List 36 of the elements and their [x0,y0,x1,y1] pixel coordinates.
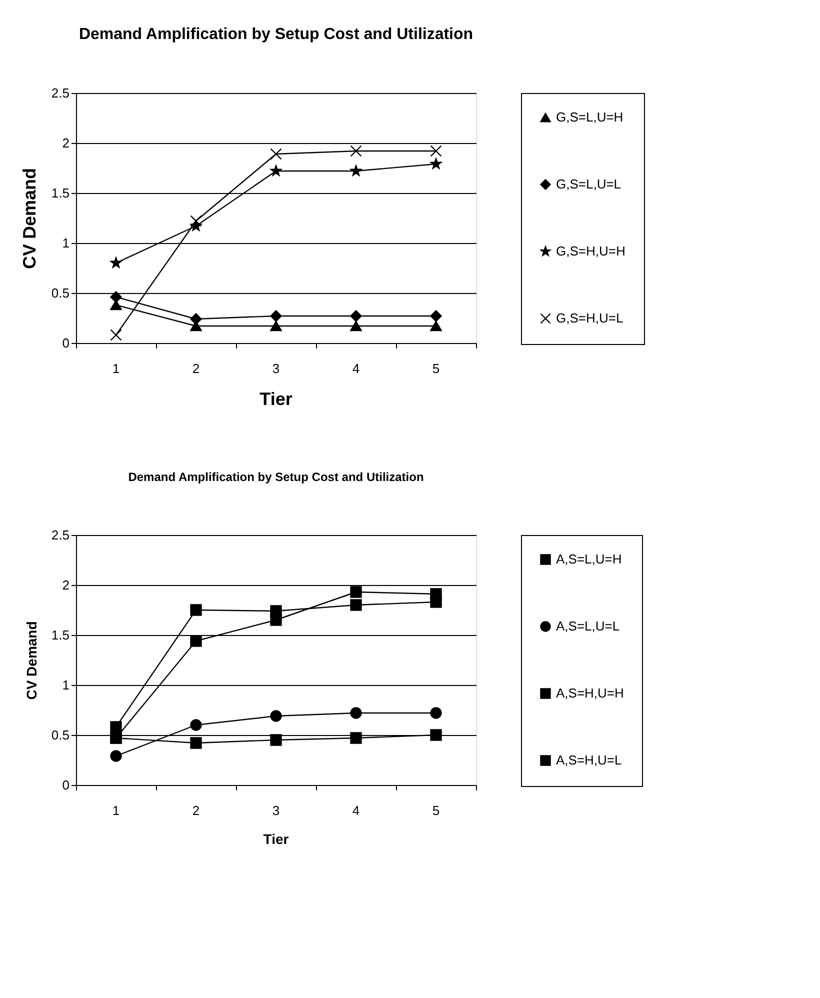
x-tick-label: 2 [192,361,200,376]
chart-title: Demand Amplification by Setup Cost and Utilization [78,26,474,43]
legend-label: A,S=L,U=H [556,552,622,566]
y-tick-label: 0 [62,778,70,792]
legend-label: A,S=H,U=L [556,752,622,768]
x-axis-title: Tier [263,831,290,847]
y-axis-title: CV Demand [19,168,40,270]
legend-label: G,S=H,U=L [556,310,624,326]
legend-label: G,S=L,U=H [556,110,624,124]
x-tick-label: 4 [352,803,360,818]
y-tick-label: 0.5 [51,286,70,300]
x-tick-label: 4 [352,361,360,376]
x-tick-label: 3 [272,361,280,376]
y-tick-label: 1 [62,678,70,692]
x-tick-label: 1 [112,803,120,818]
y-tick-label: 0 [62,336,70,350]
legend-label: G,S=H,U=H [556,244,626,258]
y-tick-label: 2.5 [51,528,70,542]
y-tick-label: 1.5 [51,628,70,642]
x-tick-label: 5 [432,361,440,376]
x-tick-label: 5 [432,803,440,818]
x-tick-label: 2 [192,803,200,818]
legend-label: A,S=H,U=H [556,686,624,700]
y-tick-label: 0.5 [51,728,70,742]
legend-label: G,S=L,U=L [556,176,622,192]
y-tick-label: 2 [62,578,70,592]
y-axis-title: CV Demand [23,621,40,700]
x-axis-title: Tier [260,389,292,409]
x-tick-label: 1 [112,361,120,376]
legend-label: A,S=L,U=L [556,618,620,634]
y-tick-label: 2 [62,136,70,150]
y-tick-label: 2.5 [51,86,70,100]
x-tick-label: 3 [272,803,280,818]
chart-title: Demand Amplification by Setup Cost and Utilization [128,470,424,484]
y-tick-label: 1.5 [51,186,70,200]
y-tick-label: 1 [62,236,70,250]
